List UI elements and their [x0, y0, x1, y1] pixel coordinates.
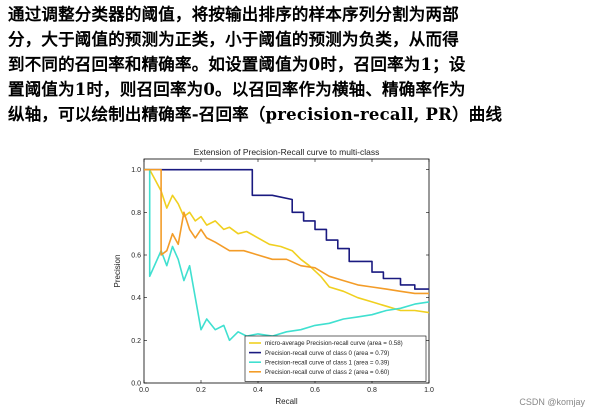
legend-label: Precision-recall curve of class 2 (area … — [265, 369, 389, 376]
y-tick-label: 0.2 — [131, 338, 141, 345]
legend-label: Precision-recall curve of class 0 (area … — [265, 350, 389, 357]
x-tick-label: 1.0 — [424, 387, 434, 394]
intro-line: 分，大于阈值的预测为正类，小于阈值的预测为负类，从而得 — [8, 30, 459, 49]
intro-line: 到不同的召回率和精确率。如设置阈值为0时，召回率为1；设 — [8, 55, 466, 74]
x-tick-label: 0.0 — [139, 387, 149, 394]
intro-text: 通过调整分类器的阈值，将按输出排序的样本序列分割为两部 分，大于阈值的预测为正类… — [8, 2, 593, 127]
x-axis-label: Recall — [275, 397, 297, 406]
x-tick-label: 0.4 — [253, 387, 263, 394]
legend: micro-average Precision-recall curve (ar… — [244, 335, 427, 382]
intro-line: 纵轴，可以绘制出精确率-召回率（precision-recall, PR）曲线 — [8, 105, 503, 124]
series-line-2 — [144, 168, 430, 342]
y-tick-label: 0.0 — [131, 381, 141, 388]
series-line-0 — [144, 168, 430, 314]
x-tick-label: 0.8 — [367, 387, 377, 394]
legend-box — [244, 335, 427, 382]
legend-label: micro-average Precision-recall curve (ar… — [265, 340, 403, 347]
series-line-1 — [144, 168, 429, 290]
x-tick-label: 0.2 — [196, 387, 206, 394]
legend-label: Precision-recall curve of class 1 (area … — [265, 359, 389, 366]
y-tick-label: 0.6 — [131, 253, 141, 260]
intro-line: 通过调整分类器的阈值，将按输出排序的样本序列分割为两部 — [8, 5, 459, 24]
y-tick-label: 1.0 — [131, 167, 141, 174]
y-tick-label: 0.8 — [131, 210, 141, 217]
x-tick-label: 0.6 — [310, 387, 320, 394]
chart-title: Extension of Precision-Recall curve to m… — [194, 147, 380, 157]
series-line-3 — [144, 168, 429, 295]
intro-line: 置阈值为1时，则召回率为0。以召回率作为横轴、精确率作为 — [8, 80, 466, 99]
y-axis-label: Precision — [113, 255, 122, 288]
watermark: CSDN @komjay — [519, 397, 585, 407]
y-tick-label: 0.4 — [131, 295, 141, 302]
